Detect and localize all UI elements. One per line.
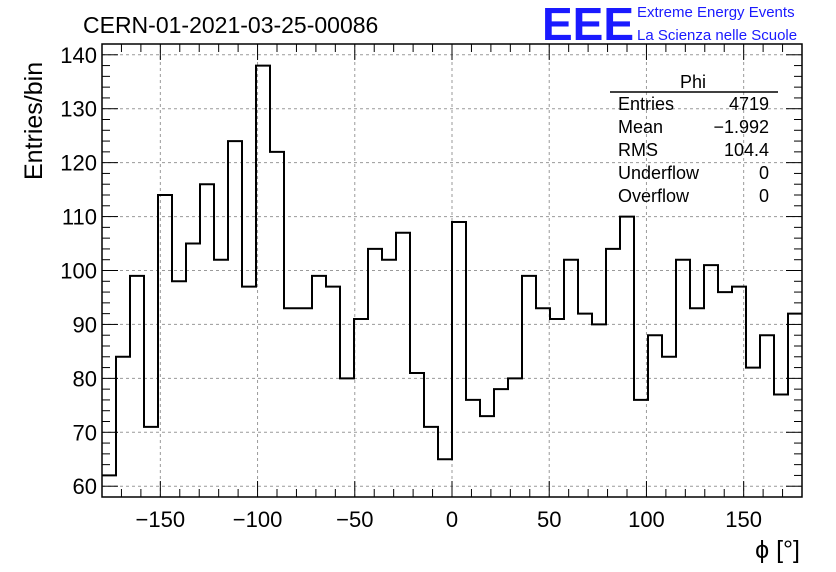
histogram-bin (760, 335, 774, 497)
run-title: CERN-01-2021-03-25-00086 (83, 12, 378, 38)
stats-value-rms: 104.4 (724, 140, 769, 160)
histogram-bin (592, 324, 606, 497)
y-tick-label: 60 (73, 474, 97, 499)
histogram-bin (564, 260, 578, 497)
histogram-bin (746, 368, 760, 497)
histogram-bin (116, 357, 130, 497)
histogram-bars (102, 64, 802, 497)
x-tick-label: 50 (537, 507, 561, 532)
y-axis-title: Entries/bin (20, 62, 48, 180)
x-tick-label: −150 (136, 507, 186, 532)
y-tick-label: 120 (60, 151, 97, 176)
histogram-bin (172, 281, 186, 497)
x-tick-label: 100 (628, 507, 665, 532)
stats-label-mean: Mean (618, 117, 663, 137)
x-tick-label: −100 (233, 507, 283, 532)
histogram-bin (256, 66, 270, 497)
histogram-bin (774, 395, 788, 497)
histogram-bin (606, 249, 620, 497)
histogram-bin (438, 459, 452, 497)
histogram-bin (186, 244, 200, 497)
histogram-bin (270, 152, 284, 497)
histogram-bin (284, 308, 298, 497)
histogram-bin (214, 260, 228, 497)
histogram-bin (480, 416, 494, 497)
histogram-bin (354, 319, 368, 497)
stats-value-mean: −1.992 (713, 117, 769, 137)
stats-label-entries: Entries (618, 94, 674, 114)
histogram-bin (522, 276, 536, 497)
histogram-bin (676, 260, 690, 497)
histogram-bin (508, 378, 522, 497)
logo-line-2: La Scienza nelle Scuole (637, 27, 797, 44)
histogram-bin (732, 287, 746, 497)
stats-value-entries: 4719 (729, 94, 769, 114)
x-axis-title: ϕ [°] (755, 536, 800, 564)
histogram-bin (452, 222, 466, 497)
stats-label-underflow: Underflow (618, 163, 700, 183)
histogram-bin (312, 276, 326, 497)
histogram-bin (424, 427, 438, 497)
histogram-bin (718, 292, 732, 497)
histogram-bin (340, 378, 354, 497)
stats-value-underflow: 0 (759, 163, 769, 183)
histogram-bin (634, 400, 648, 497)
histogram-bin (704, 265, 718, 497)
histogram-bin (466, 400, 480, 497)
histogram-bin (382, 260, 396, 497)
histogram-bin (620, 217, 634, 497)
histogram-bin (200, 184, 214, 497)
histogram-bin (242, 287, 256, 497)
y-tick-label: 90 (73, 312, 97, 337)
logo-letters: EEE (542, 0, 634, 50)
stats-value-overflow: 0 (759, 186, 769, 206)
histogram-bin (578, 314, 592, 497)
y-tick-label: 110 (62, 205, 97, 230)
y-tick-label: 130 (60, 97, 97, 122)
y-tick-label: 140 (60, 43, 97, 68)
histogram-bin (158, 195, 172, 497)
y-tick-label: 70 (73, 420, 97, 445)
histogram-bin (662, 357, 676, 497)
histogram-bin (550, 319, 564, 497)
histogram-bin (648, 335, 662, 497)
histogram-bin (368, 249, 382, 497)
histogram-bin (326, 287, 340, 497)
logo-line-1: Extreme Energy Events (637, 4, 795, 21)
histogram-bin (144, 427, 158, 497)
histogram-bin (130, 276, 144, 497)
histogram-bin (228, 141, 242, 497)
stats-label-overflow: Overflow (618, 186, 690, 206)
tick-labels: −150 −100 −50 0 50 100 150 60 70 80 90 100 110 120 130… (60, 43, 762, 532)
stats-box: Phi Entries 4719 Mean −1.992 RMS 104.4 U… (610, 72, 778, 206)
histogram-bin (536, 308, 550, 497)
x-tick-label: −50 (336, 507, 373, 532)
y-tick-label: 80 (73, 366, 97, 391)
histogram-bin (410, 373, 424, 497)
stats-label-rms: RMS (618, 140, 658, 160)
y-tick-label: 100 (60, 259, 97, 284)
histogram-bin (396, 233, 410, 497)
eee-logo: EEE Extreme Energy Events La Scienza nel… (542, 0, 797, 50)
histogram-bin (788, 314, 802, 497)
x-tick-label: 0 (446, 507, 458, 532)
stats-title: Phi (680, 72, 706, 92)
axis-ticks (101, 44, 803, 497)
histogram-series-line (102, 64, 802, 477)
histogram-bin (298, 308, 312, 497)
x-tick-label: 150 (725, 507, 762, 532)
histogram-bin (690, 308, 704, 497)
histogram-bin (494, 389, 508, 497)
